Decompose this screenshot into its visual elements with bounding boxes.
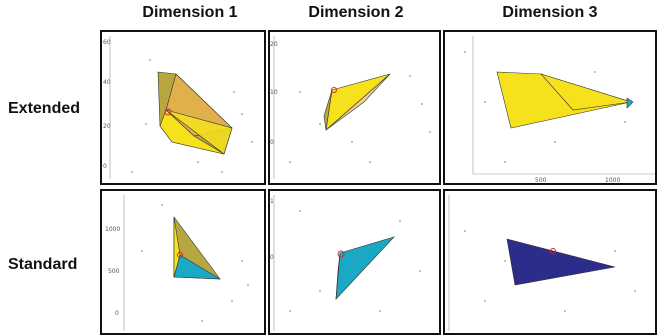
marker-circle <box>331 87 337 93</box>
scatter-points <box>289 210 421 312</box>
data-point <box>299 91 301 93</box>
data-point <box>504 161 506 163</box>
panel-extended-dimension-3: 500 1000 <box>443 30 657 185</box>
data-point <box>149 59 151 61</box>
tick-label: 500 <box>108 268 120 275</box>
plot-standard-dimension-1: 1000 500 0 <box>105 195 249 331</box>
tick-label: 60 <box>103 39 111 46</box>
data-point <box>369 161 371 163</box>
panel-standard-dimension-2: 1 0 <box>268 189 441 335</box>
data-point <box>251 141 253 143</box>
data-point <box>221 171 223 173</box>
scatter-points <box>131 59 253 173</box>
hull-face <box>506 238 616 286</box>
data-point <box>351 141 353 143</box>
tick-label: 20 <box>103 123 111 130</box>
plot-extended-dimension-2: 20 10 0 <box>270 36 431 179</box>
tick-label: 40 <box>103 79 111 86</box>
panel-standard-dimension-3 <box>443 189 657 335</box>
tick-label: 1000 <box>105 226 120 233</box>
data-point <box>231 300 233 302</box>
plot-standard-dimension-3 <box>448 195 636 331</box>
data-point <box>131 171 133 173</box>
data-point <box>594 71 596 73</box>
data-point <box>484 101 486 103</box>
data-point <box>464 230 466 232</box>
scatter-points <box>289 75 431 163</box>
data-point <box>379 310 381 312</box>
data-point <box>484 300 486 302</box>
column-header-dimension-2: Dimension 2 <box>308 4 404 21</box>
tick-label: 0 <box>270 254 274 261</box>
hull-face <box>173 216 181 278</box>
data-point <box>421 103 423 105</box>
tick-label: 1 <box>270 198 274 205</box>
data-point <box>464 51 466 53</box>
column-header-dimension-1: Dimension 1 <box>142 4 238 21</box>
hull-face <box>540 73 632 111</box>
marker-circle <box>337 250 345 258</box>
plot-extended-dimension-1: 60 40 20 0 <box>103 36 253 179</box>
data-point <box>201 320 203 322</box>
data-point <box>554 141 556 143</box>
hull-face <box>325 73 391 131</box>
data-point <box>233 91 235 93</box>
data-point <box>429 131 431 133</box>
column-header-dimension-3: Dimension 3 <box>502 4 598 21</box>
data-point <box>409 75 411 77</box>
tick-label: 10 <box>270 89 278 96</box>
marker-circle <box>177 252 183 258</box>
row-label-standard: Standard <box>8 256 78 273</box>
plot-standard-dimension-2: 1 0 <box>270 195 421 331</box>
data-point <box>399 220 401 222</box>
scatter-points <box>141 204 249 322</box>
panel-extended-dimension-2: 20 10 0 <box>268 30 441 185</box>
tick-label: 0 <box>270 139 274 146</box>
plot-extended-dimension-3: 500 1000 <box>464 36 655 183</box>
panel-extended-dimension-1: 60 40 20 0 <box>100 30 266 185</box>
tick-label: 1000 <box>605 177 620 183</box>
marker-circle <box>550 248 556 254</box>
data-point <box>614 250 616 252</box>
data-point <box>419 270 421 272</box>
data-point <box>319 123 321 125</box>
scatter-points <box>464 230 636 312</box>
tick-label: 20 <box>270 41 278 48</box>
data-point <box>624 121 626 123</box>
hull-face <box>335 236 395 300</box>
hull-face <box>335 252 341 300</box>
panel-standard-dimension-1: 1000 500 0 <box>100 189 266 335</box>
row-label-extended: Extended <box>8 100 81 117</box>
hull-face <box>323 89 333 131</box>
data-point <box>161 204 163 206</box>
tick-label: 0 <box>103 163 107 170</box>
data-point <box>197 161 199 163</box>
data-point <box>241 113 243 115</box>
data-point <box>145 123 147 125</box>
data-point <box>319 290 321 292</box>
data-point <box>241 260 243 262</box>
data-point <box>504 260 506 262</box>
tick-label: 0 <box>115 310 119 317</box>
data-point <box>299 210 301 212</box>
tick-label: 500 <box>535 177 547 183</box>
data-point <box>247 284 249 286</box>
data-point <box>141 250 143 252</box>
data-point <box>564 310 566 312</box>
data-point <box>289 161 291 163</box>
data-point <box>634 290 636 292</box>
scatter-points <box>464 51 626 163</box>
hull-face <box>626 97 634 109</box>
data-point <box>289 310 291 312</box>
marker-circle <box>164 108 172 116</box>
hull-face <box>165 109 233 155</box>
hull-face <box>159 109 225 155</box>
